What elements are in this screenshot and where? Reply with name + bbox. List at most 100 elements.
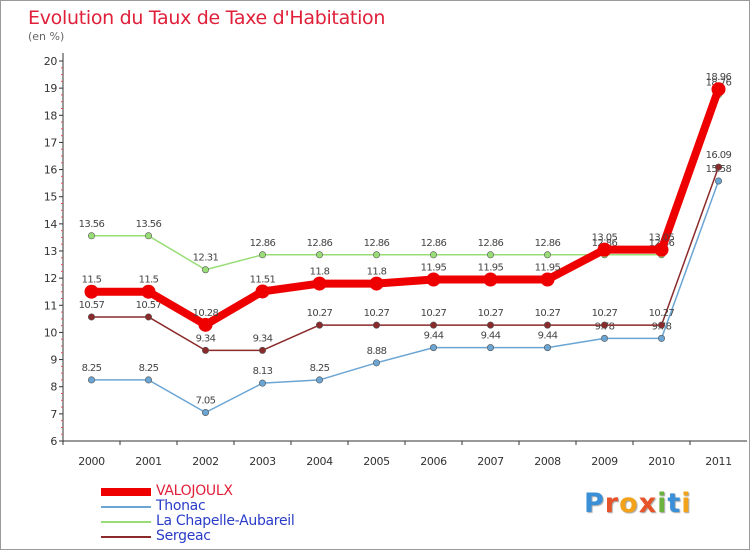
data-label: 12.86 bbox=[364, 238, 390, 249]
data-label: 12.86 bbox=[535, 238, 561, 249]
data-label: 11.5 bbox=[139, 275, 159, 286]
data-point bbox=[202, 266, 210, 274]
data-label: 9.34 bbox=[253, 333, 273, 344]
data-point bbox=[543, 344, 551, 352]
data-point bbox=[88, 313, 96, 321]
x-tick-label: 2011 bbox=[705, 455, 731, 468]
data-label: 10.27 bbox=[592, 308, 618, 319]
data-label: 8.13 bbox=[253, 366, 273, 377]
data-label: 11.95 bbox=[478, 263, 504, 274]
logo-letter: i bbox=[681, 488, 692, 519]
data-label: 12.86 bbox=[421, 238, 447, 249]
data-point bbox=[258, 379, 266, 387]
data-point bbox=[202, 408, 210, 416]
series-sergeac: 10.57 10.57 9.34 9.34 10.27 10.27 10.27 10.27 10… bbox=[79, 150, 732, 354]
data-label: 13.56 bbox=[79, 219, 105, 230]
series-thonac: 8.258.257.058.138.258.889.449.449.449.78… bbox=[82, 164, 732, 416]
data-point bbox=[429, 344, 437, 352]
data-label: 12.86 bbox=[250, 238, 276, 249]
logo-letter: x bbox=[638, 488, 658, 519]
legend-label: Thonac bbox=[156, 498, 206, 514]
data-label: 10.27 bbox=[364, 308, 390, 319]
data-label: 13.05 bbox=[649, 233, 675, 244]
proxiti-logo: Proxiti bbox=[584, 488, 692, 519]
data-label: 9.44 bbox=[424, 331, 444, 342]
x-tick-label: 2007 bbox=[477, 455, 504, 468]
data-label: 18.96 bbox=[706, 72, 732, 83]
series-line bbox=[91, 94, 720, 271]
data-point bbox=[486, 344, 494, 352]
data-point bbox=[145, 232, 153, 240]
x-tick-label: 2006 bbox=[420, 455, 447, 468]
data-label: 16.09 bbox=[706, 150, 732, 161]
data-point bbox=[141, 284, 156, 299]
data-point bbox=[714, 163, 722, 171]
data-point bbox=[540, 272, 555, 287]
logo-letter: r bbox=[604, 488, 620, 519]
data-label: 8.25 bbox=[139, 363, 159, 374]
data-point bbox=[145, 313, 153, 321]
data-point bbox=[654, 242, 669, 257]
y-tick-label: 8 bbox=[50, 381, 57, 394]
data-point bbox=[597, 242, 612, 257]
data-label: 9.34 bbox=[196, 333, 216, 344]
y-tick-label: 18 bbox=[44, 109, 58, 122]
data-point bbox=[483, 272, 498, 287]
logo-letter: t bbox=[667, 488, 682, 519]
data-label: 11.51 bbox=[250, 274, 276, 285]
data-label: 10.27 bbox=[649, 308, 675, 319]
data-label: 7.05 bbox=[196, 396, 216, 407]
data-point bbox=[312, 276, 327, 291]
data-label: 11.8 bbox=[367, 267, 387, 278]
x-tick-label: 2000 bbox=[78, 455, 105, 468]
y-tick-label: 12 bbox=[44, 272, 57, 285]
series-line bbox=[91, 166, 720, 352]
data-label: 12.31 bbox=[193, 253, 219, 264]
data-label: 11.95 bbox=[421, 263, 447, 274]
data-point bbox=[714, 177, 722, 185]
data-label: 10.28 bbox=[193, 308, 219, 319]
y-tick-label: 13 bbox=[44, 245, 58, 258]
data-point bbox=[202, 346, 210, 354]
data-label: 10.27 bbox=[535, 308, 561, 319]
data-point bbox=[600, 334, 608, 342]
legend-swatch bbox=[101, 536, 151, 538]
y-tick-label: 20 bbox=[44, 55, 58, 68]
y-tick-label: 11 bbox=[44, 299, 57, 312]
data-point bbox=[372, 251, 380, 259]
data-label: 11.8 bbox=[310, 267, 330, 278]
data-point bbox=[372, 321, 380, 329]
legend-label: Sergeac bbox=[156, 528, 211, 544]
data-point bbox=[711, 82, 726, 97]
series-line bbox=[91, 180, 720, 414]
logo-letter: i bbox=[657, 488, 668, 519]
y-tick-label: 7 bbox=[50, 408, 57, 421]
y-tick-label: 6 bbox=[50, 435, 57, 448]
legend-swatch bbox=[101, 488, 151, 496]
data-point bbox=[429, 321, 437, 329]
data-label: 11.5 bbox=[82, 275, 102, 286]
data-point bbox=[258, 346, 266, 354]
data-point bbox=[486, 321, 494, 329]
data-point bbox=[315, 376, 323, 384]
series-line bbox=[91, 87, 723, 329]
series-valojoulx: 11.5 11.5 10.28 11.51 11.8 11.8 11.95 11.95 11.9… bbox=[82, 72, 732, 332]
data-label: 10.27 bbox=[478, 308, 504, 319]
y-tick-label: 10 bbox=[44, 326, 58, 339]
data-point bbox=[315, 321, 323, 329]
y-tick-label: 16 bbox=[44, 164, 58, 177]
data-point bbox=[84, 284, 99, 299]
data-label: 9.44 bbox=[538, 331, 558, 342]
legend-swatch bbox=[101, 506, 151, 508]
data-label: 8.88 bbox=[367, 346, 387, 357]
data-label: 10.27 bbox=[307, 308, 333, 319]
data-point bbox=[258, 251, 266, 259]
legend-label: La Chapelle-Aubareil bbox=[156, 513, 295, 529]
data-point bbox=[315, 251, 323, 259]
data-label: 10.57 bbox=[79, 300, 105, 311]
data-point bbox=[486, 251, 494, 259]
data-point bbox=[429, 251, 437, 259]
y-tick-label: 14 bbox=[44, 218, 58, 231]
logo-letter: P bbox=[584, 488, 605, 519]
